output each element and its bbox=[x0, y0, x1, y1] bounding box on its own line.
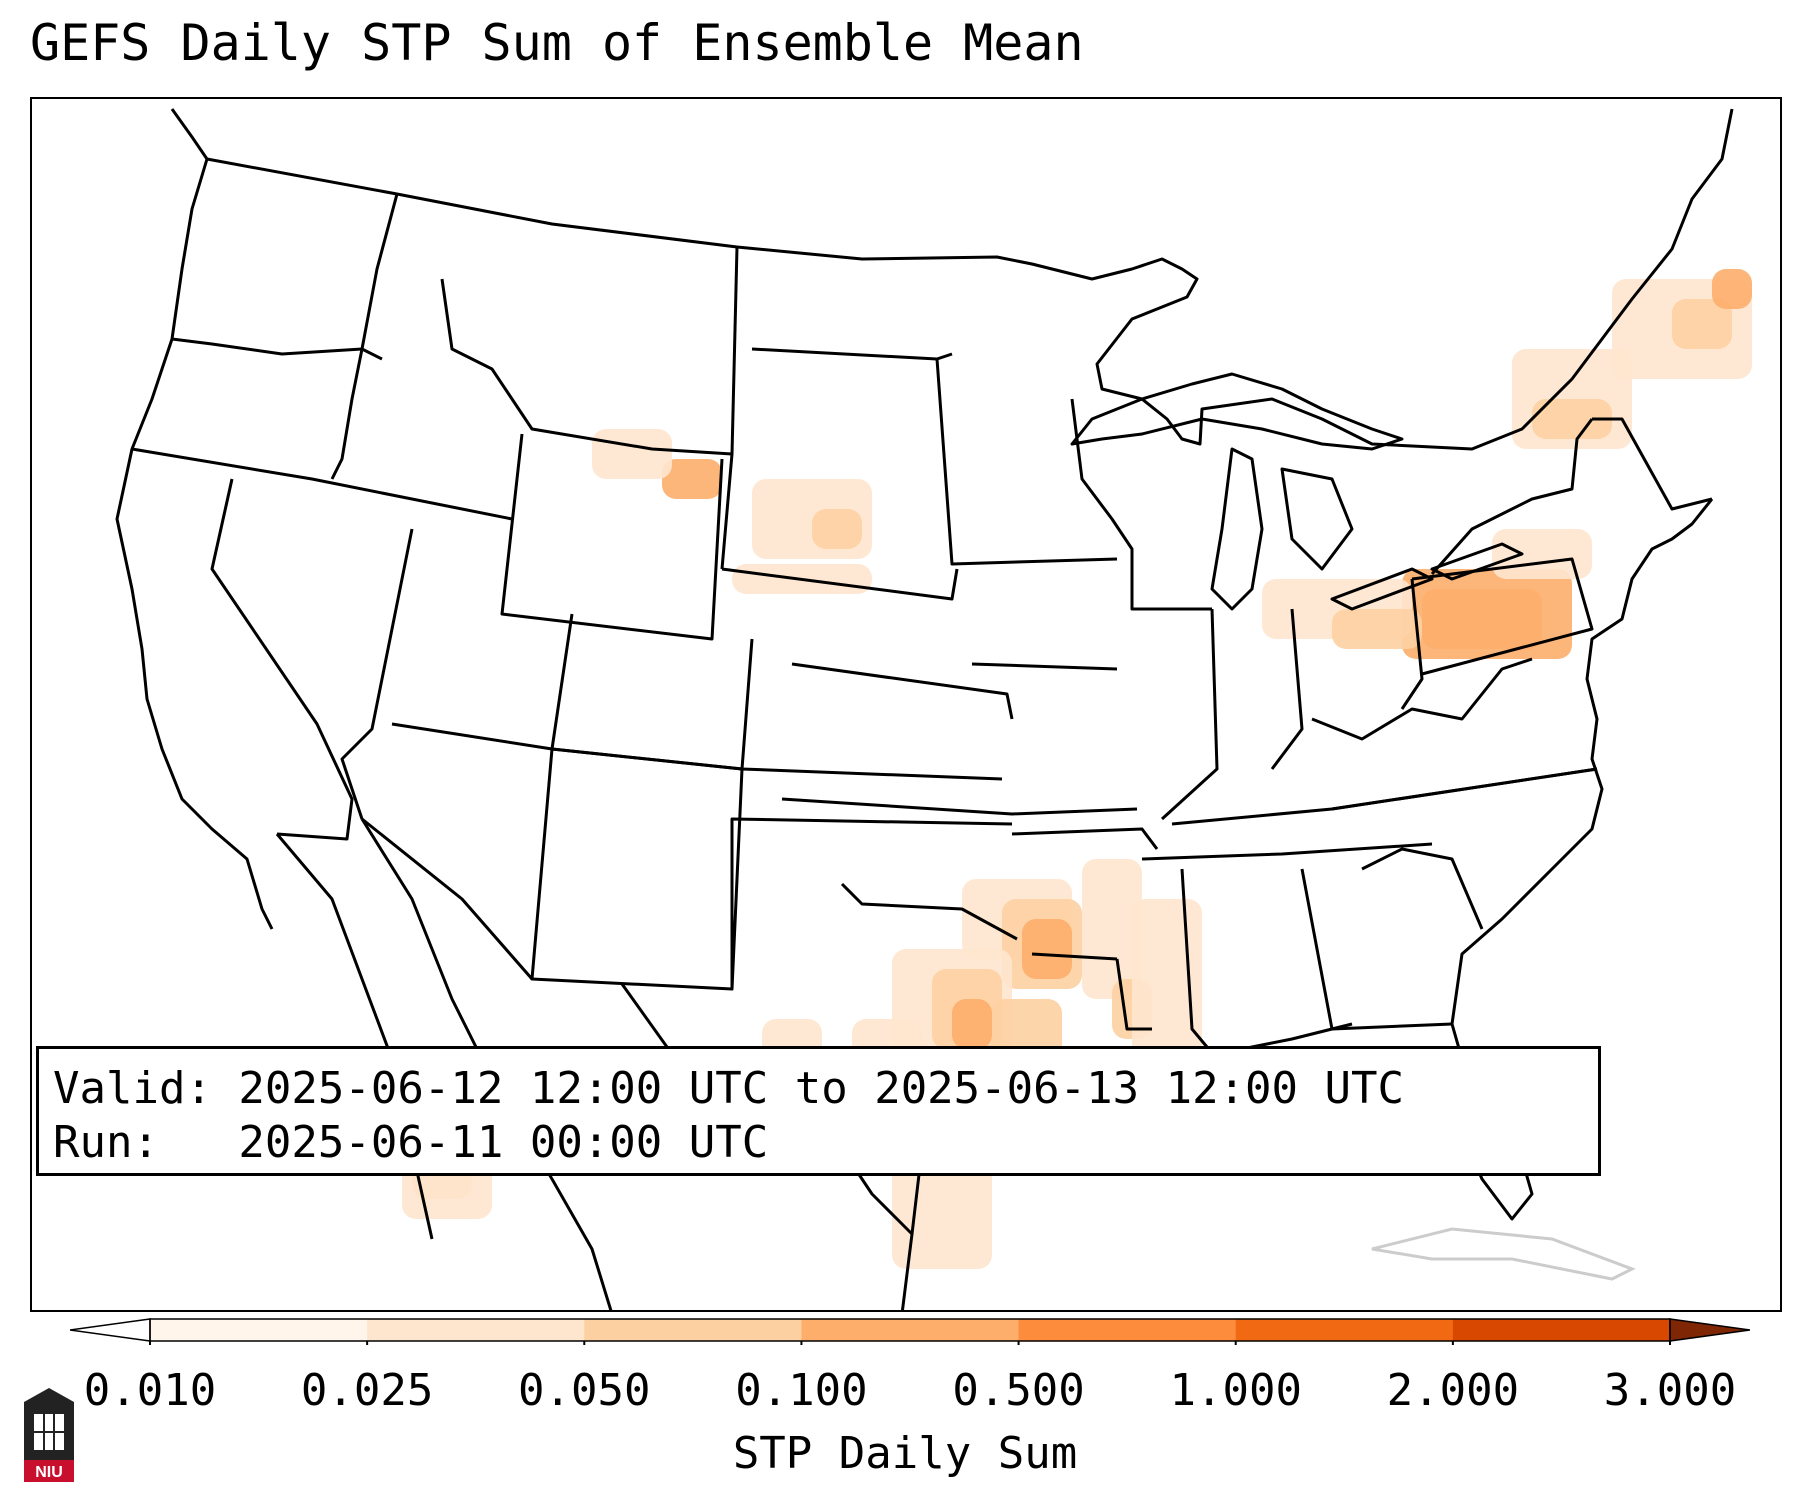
colorbar-segment bbox=[801, 1319, 1020, 1341]
stp-shading-cell bbox=[662, 459, 722, 499]
colorbar-under-triangle bbox=[70, 1318, 151, 1342]
stp-shading-cell bbox=[592, 429, 672, 479]
id-border bbox=[330, 193, 399, 480]
ok-tx bbox=[840, 882, 1018, 941]
or-ca-nv-border bbox=[131, 447, 513, 521]
valid-time-text: Valid: 2025-06-12 12:00 UTC to 2025-06-1… bbox=[53, 1063, 1405, 1114]
run-time-text: Run: 2025-06-11 00:00 UTC bbox=[53, 1117, 769, 1168]
stp-shading-cell bbox=[952, 999, 992, 1049]
lake-ontario bbox=[1430, 542, 1524, 581]
tn-south bbox=[1141, 842, 1433, 861]
stp-shading-cell bbox=[1332, 609, 1422, 649]
stp-shading-cell bbox=[1022, 919, 1072, 979]
new-england bbox=[1592, 417, 1713, 511]
mt-wy-line bbox=[440, 278, 733, 456]
colorbar-tick-label: 0.100 bbox=[735, 1365, 868, 1416]
az-mexico bbox=[361, 817, 534, 980]
mo-ar bbox=[1011, 827, 1159, 850]
pa-box bbox=[1411, 557, 1594, 676]
niu-logo: NIU bbox=[24, 1388, 74, 1482]
colorbar-label: STP Daily Sum bbox=[732, 1428, 1078, 1479]
lake-michigan bbox=[1210, 447, 1264, 611]
colorbar-segment bbox=[584, 1319, 802, 1341]
colorbar-tick-label: 1.000 bbox=[1169, 1365, 1302, 1416]
ut-co-border bbox=[550, 613, 754, 771]
nv-ut-border bbox=[340, 528, 414, 820]
state-boundaries bbox=[115, 108, 1734, 1310]
lake-superior bbox=[1070, 372, 1404, 451]
pacific-coast bbox=[115, 158, 274, 930]
colorbar-segment bbox=[1018, 1319, 1237, 1341]
ar-la bbox=[1031, 952, 1118, 961]
colorbar-segment bbox=[150, 1319, 368, 1341]
oh-pa bbox=[1400, 578, 1424, 710]
sd-ne bbox=[721, 567, 959, 601]
stp-shading-cell bbox=[1672, 299, 1732, 349]
colorbar-tick-label: 0.025 bbox=[300, 1365, 434, 1416]
four-corners bbox=[391, 722, 1003, 781]
ky-oh-wv bbox=[1311, 657, 1533, 741]
lake-erie bbox=[1330, 567, 1434, 611]
us-canada-border bbox=[170, 108, 1734, 451]
mn-ia bbox=[935, 358, 1118, 566]
colorbar-tick-label: 0.010 bbox=[83, 1365, 217, 1416]
logo-banner bbox=[24, 1460, 74, 1482]
sc-ga bbox=[1361, 847, 1484, 930]
colorbar-outline bbox=[149, 1318, 1671, 1342]
stp-shading-cell bbox=[812, 509, 862, 549]
stp-shading-cell bbox=[1532, 399, 1612, 439]
cuba-outline bbox=[1371, 1227, 1636, 1281]
atlantic-coast bbox=[1450, 498, 1714, 1025]
wi-mi bbox=[1070, 398, 1212, 611]
colorbar-segment bbox=[1452, 1319, 1671, 1341]
colorbar-tick-label: 2.000 bbox=[1386, 1365, 1520, 1416]
colorbar-segment bbox=[1235, 1319, 1454, 1341]
colorbar-over-triangle bbox=[1669, 1318, 1750, 1342]
stp-shading-cell bbox=[1132, 899, 1202, 1069]
ny-border bbox=[1430, 418, 1594, 575]
la-ms bbox=[1115, 958, 1152, 1031]
logo-text: NIU bbox=[35, 1464, 63, 1481]
wa-or-border bbox=[171, 337, 383, 361]
az-nm-border bbox=[530, 748, 744, 991]
dakotas bbox=[720, 246, 739, 570]
colorbar bbox=[70, 1318, 1750, 1345]
valid-time-box: Valid: 2025-06-12 12:00 UTC to 2025-06-1… bbox=[36, 1046, 1601, 1176]
mexico-gulf-coast bbox=[900, 1233, 914, 1310]
wy-block bbox=[500, 433, 724, 641]
colorbar-tick-label: 0.050 bbox=[518, 1365, 651, 1416]
ks-ok bbox=[781, 797, 1138, 816]
colorbar-segment bbox=[367, 1319, 585, 1341]
ne-ks bbox=[791, 662, 1014, 720]
stp-shading-cell bbox=[1082, 859, 1142, 999]
in-oh bbox=[1270, 608, 1304, 770]
il-in bbox=[1160, 608, 1219, 821]
stp-shading-cell bbox=[1712, 269, 1752, 309]
chart-title: GEFS Daily STP Sum of Ensemble Mean bbox=[30, 14, 1084, 72]
ca-nv-border bbox=[210, 478, 354, 841]
ia-mo bbox=[971, 662, 1118, 671]
nm-tx bbox=[730, 817, 1013, 989]
colorbar-tick-label: 3.000 bbox=[1603, 1365, 1737, 1416]
nd-sd bbox=[751, 347, 953, 361]
lake-huron bbox=[1280, 467, 1354, 571]
stp-shading-cell bbox=[1422, 589, 1542, 649]
nc-va bbox=[1331, 767, 1598, 811]
al-ga bbox=[1300, 868, 1453, 1031]
colorbar-tick-label: 0.500 bbox=[952, 1365, 1085, 1416]
